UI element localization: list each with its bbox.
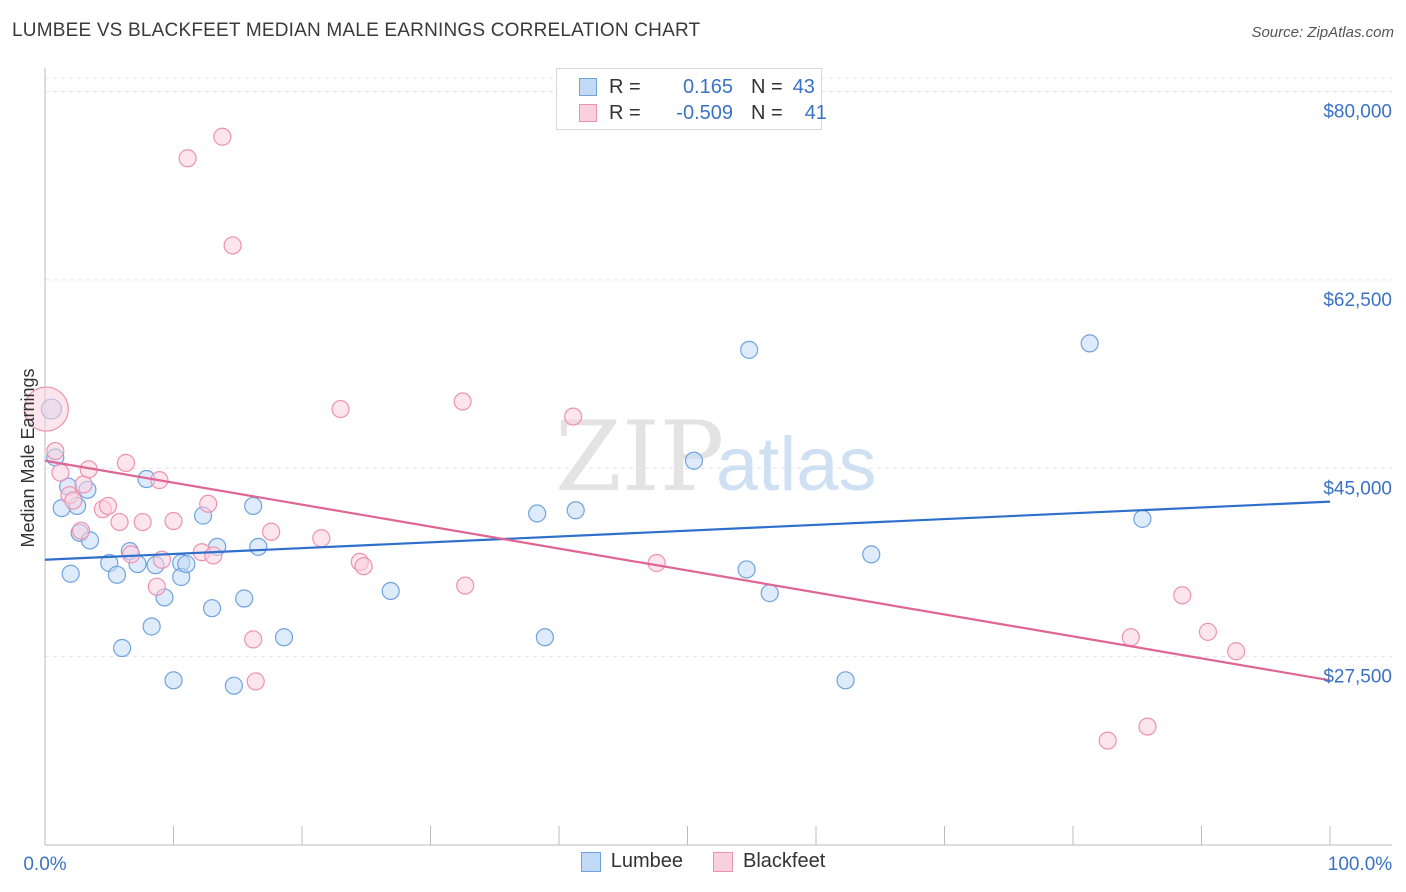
series-legend: Lumbee Blackfeet xyxy=(0,850,1406,873)
lumbee-point xyxy=(862,545,881,564)
legend-n-value: 43 xyxy=(792,75,815,98)
lumbee-point xyxy=(274,628,294,647)
blackfeet-point xyxy=(116,453,136,472)
blackfeet-point xyxy=(262,522,281,541)
lumbee-point xyxy=(528,504,547,523)
series-swatch-lumbee xyxy=(580,851,601,872)
lumbee-point xyxy=(684,451,704,470)
y-tick-label: $45,000 xyxy=(1323,478,1392,499)
blackfeet-point xyxy=(564,407,583,426)
blackfeet-point xyxy=(1098,731,1117,750)
legend-row-blackfeet: R = -0.509 N = 41 xyxy=(579,100,827,126)
blackfeet-point xyxy=(331,399,350,419)
chart-title: LUMBEE VS BLACKFEET MEDIAN MALE EARNINGS… xyxy=(12,20,701,41)
trend-lines xyxy=(44,459,1331,682)
lumbee-point xyxy=(202,599,222,618)
lumbee-point xyxy=(1080,334,1099,353)
blackfeet-point xyxy=(223,236,242,255)
source-label: Source: ZipAtlas.com xyxy=(1251,24,1394,41)
blackfeet-point xyxy=(204,546,223,565)
blackfeet-point xyxy=(74,475,93,494)
blackfeet-point xyxy=(1198,622,1218,641)
gridlines xyxy=(45,77,1392,658)
series-legend-blackfeet: Blackfeet xyxy=(713,850,825,873)
legend-n-label: N = xyxy=(751,101,783,124)
y-tick-label: $62,500 xyxy=(1323,290,1392,311)
series-label-blackfeet: Blackfeet xyxy=(743,850,826,872)
blackfeet-point xyxy=(1227,642,1246,661)
lumbee-point xyxy=(61,564,80,583)
lumbee-point xyxy=(566,501,585,520)
lumbee-point xyxy=(164,671,183,690)
x-tick-label: 100.0% xyxy=(1328,854,1393,875)
blackfeet-point xyxy=(199,494,218,513)
lumbee-point xyxy=(535,628,554,647)
blackfeet-point xyxy=(312,529,331,548)
legend-r-label: R = xyxy=(609,75,641,98)
series-swatch-blackfeet xyxy=(713,851,733,872)
lumbee-point xyxy=(244,496,263,516)
blackfeet-point xyxy=(213,127,232,146)
blackfeet-point xyxy=(1138,717,1157,736)
lumbee-point xyxy=(737,560,756,579)
blackfeet-point xyxy=(51,463,70,482)
blackfeet-point xyxy=(244,630,263,649)
blackfeet-point xyxy=(133,512,152,532)
legend-swatch-lumbee xyxy=(579,78,597,96)
blackfeet-point xyxy=(98,496,118,516)
lumbee-point xyxy=(760,584,779,603)
correlation-legend: R = 0.165 N = 43 R = -0.509 N = 41 xyxy=(556,68,827,130)
legend-n-value: 41 xyxy=(804,101,827,124)
x-tick-label: 0.0% xyxy=(23,854,66,875)
series-label-lumbee: Lumbee xyxy=(610,850,683,872)
lumbee-trend-line xyxy=(44,500,1331,561)
legend-swatch-blackfeet xyxy=(579,104,597,122)
lumbee-point xyxy=(224,676,243,695)
blackfeet-point xyxy=(456,576,475,595)
series-legend-lumbee: Lumbee xyxy=(580,850,683,873)
legend-row-lumbee: R = 0.165 N = 43 xyxy=(579,74,815,100)
axes xyxy=(44,68,1392,846)
blackfeet-point xyxy=(110,512,129,532)
watermark-atlas: atlas xyxy=(716,422,877,507)
blackfeet-point xyxy=(147,577,166,596)
blackfeet-point xyxy=(121,545,141,564)
blackfeet-point xyxy=(1121,628,1140,647)
lumbee-point xyxy=(107,565,127,584)
lumbee-point xyxy=(177,554,196,574)
blackfeet-point xyxy=(647,553,666,573)
y-tick-label: $27,500 xyxy=(1323,667,1392,688)
lumbee-point xyxy=(235,589,254,608)
blackfeet-point xyxy=(64,491,83,510)
legend-r-label: R = xyxy=(609,101,641,124)
blackfeet-trend-line xyxy=(44,459,1331,682)
blackfeet-point xyxy=(453,392,472,411)
blackfeet-point xyxy=(23,386,69,432)
blackfeet-point xyxy=(164,511,183,531)
blackfeet-point xyxy=(1173,586,1192,605)
legend-n-label: N = xyxy=(751,75,783,98)
blackfeet-point xyxy=(71,521,91,540)
legend-r-value: 0.165 xyxy=(682,75,733,98)
lumbee-point xyxy=(740,340,759,359)
y-axis-label: Median Male Earnings xyxy=(18,368,38,547)
blackfeet-point xyxy=(46,441,65,461)
lumbee-point xyxy=(142,617,161,636)
lumbee-point xyxy=(249,537,268,556)
legend-r-value: -0.509 xyxy=(676,101,733,124)
lumbee-point xyxy=(112,638,132,658)
lumbee-point xyxy=(381,581,400,601)
tick-labels: $27,500 $45,000 $62,500 $80,000 0.0% 100.0% Me… xyxy=(18,102,1392,875)
y-tick-label: $80,000 xyxy=(1323,102,1392,123)
blackfeet-point xyxy=(354,557,373,576)
lumbee-point xyxy=(836,671,855,690)
blackfeet-point xyxy=(178,149,197,168)
blackfeet-point xyxy=(246,672,265,691)
lumbee-point xyxy=(1133,509,1152,528)
